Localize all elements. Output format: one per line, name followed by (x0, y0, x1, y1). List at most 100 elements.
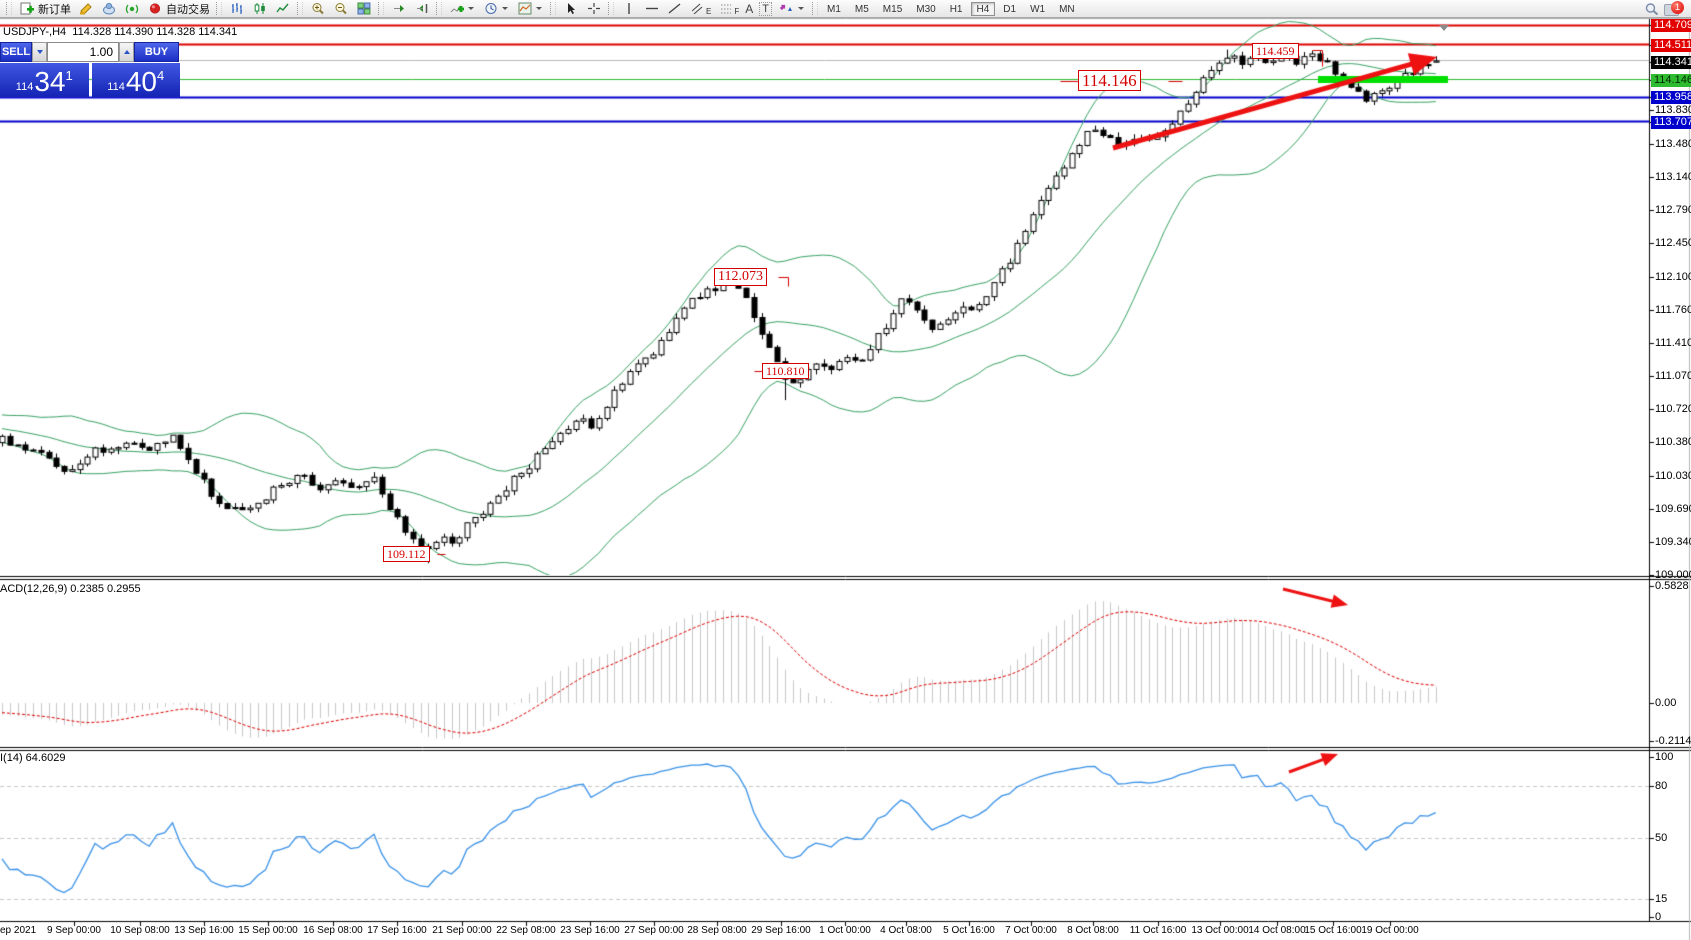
date-axis-label[interactable]: 14 Oct 08:00 (1248, 925, 1306, 936)
arrows-caret-icon (797, 7, 804, 10)
cursor-tool-button[interactable] (559, 1, 582, 17)
spinner-up-icon (123, 50, 130, 54)
auto-scroll-button[interactable] (387, 1, 410, 17)
zoom-out-button[interactable] (329, 1, 352, 17)
zoom-in-icon (309, 1, 326, 16)
price-callout-114.146[interactable]: 114.146 (1078, 70, 1141, 91)
bar-chart-button[interactable] (225, 1, 248, 17)
toolbar-gripper[interactable] (436, 2, 442, 15)
timeframe-m5-button[interactable]: M5 (849, 2, 875, 16)
date-axis-label[interactable]: 27 Sep 00:00 (624, 925, 684, 936)
market-watch-button[interactable] (97, 1, 120, 17)
text-label-tool-button[interactable]: T (756, 1, 775, 17)
date-axis-label[interactable]: 5 Oct 16:00 (943, 925, 995, 936)
timeframe-m15-button[interactable]: M15 (877, 2, 908, 16)
date-axis-label[interactable]: 10 Sep 08:00 (110, 925, 170, 936)
volume-decrease-button[interactable] (32, 42, 47, 62)
toolbar-gripper[interactable] (6, 2, 12, 15)
autotrading-label: 自动交易 (166, 3, 210, 16)
line-chart-button[interactable] (271, 1, 294, 17)
price-axis-tick-label: 109.690 (1655, 503, 1691, 515)
date-axis-label[interactable]: 15 Sep 00:00 (238, 925, 298, 936)
vertical-line-tool-button[interactable] (617, 1, 640, 17)
chart-shift-button[interactable] (410, 1, 433, 17)
tile-windows-button[interactable] (352, 1, 375, 17)
volume-input[interactable] (47, 42, 119, 62)
periods-button[interactable] (479, 1, 513, 17)
rsi-axis-tick-label: 50 (1655, 832, 1668, 844)
buy-price-tile[interactable]: 114 40 4 (91, 63, 180, 97)
notifications-button[interactable]: 1 (1664, 1, 1684, 16)
date-axis-label[interactable]: 7 Oct 00:00 (1005, 925, 1057, 936)
sell-price-tile[interactable]: 114 34 1 (0, 63, 89, 97)
price-callout-114.459[interactable]: 114.459 (1252, 43, 1299, 59)
date-axis-label[interactable]: 15 Oct 16:00 (1304, 925, 1362, 936)
candlestick-chart-button[interactable] (248, 1, 271, 17)
rsi-indicator-label: I(14) 64.6029 (0, 752, 66, 764)
timeframe-m1-button[interactable]: M1 (821, 2, 847, 16)
horizontal-line-tool-button[interactable] (640, 1, 663, 17)
date-axis-label[interactable]: 23 Sep 16:00 (560, 925, 620, 936)
price-axis-tick-label: 112.450 (1655, 237, 1691, 249)
text-tool-button[interactable]: A (742, 1, 756, 17)
fibonacci-tool-button[interactable]: F (714, 1, 742, 17)
buy-button[interactable]: BUY (134, 42, 179, 62)
styler-button[interactable] (74, 1, 97, 17)
timeframe-mn-button[interactable]: MN (1053, 2, 1081, 16)
ohlc-readout: USDJPY-,H4 114.328 114.390 114.328 114.3… (3, 26, 238, 38)
price-callout-112.073[interactable]: 112.073 (714, 268, 767, 286)
date-axis-label[interactable]: 29 Sep 16:00 (751, 925, 811, 936)
timeframe-h1-button[interactable]: H1 (944, 2, 969, 16)
new-order-label: 新订单 (38, 3, 71, 16)
search-icon[interactable] (1643, 1, 1660, 16)
price-axis-tick-label: 110.030 (1655, 470, 1691, 482)
date-axis-label[interactable]: 28 Sep 08:00 (687, 925, 747, 936)
date-axis-label[interactable]: 22 Sep 08:00 (496, 925, 556, 936)
date-axis-label[interactable]: 4 Oct 08:00 (880, 925, 932, 936)
toolbar-gripper[interactable] (297, 2, 303, 15)
toolbar-gripper[interactable] (550, 2, 556, 15)
crosshair-icon (585, 1, 602, 16)
timeframe-m30-button[interactable]: M30 (910, 2, 941, 16)
text-label-glyph: T (759, 1, 772, 16)
price-callout-110.810[interactable]: 110.810 (762, 363, 809, 379)
toolbar-gripper[interactable] (608, 2, 614, 15)
zoom-in-button[interactable] (306, 1, 329, 17)
date-axis-label[interactable]: 17 Sep 16:00 (367, 925, 427, 936)
arrows-tool-button[interactable] (775, 1, 809, 17)
timeframe-w1-button[interactable]: W1 (1024, 2, 1051, 16)
date-axis-label[interactable]: 13 Oct 00:00 (1191, 925, 1249, 936)
templates-button[interactable] (513, 1, 547, 17)
date-axis-label[interactable]: ep 2021 (0, 925, 37, 936)
new-order-button[interactable]: 新订单 (15, 1, 74, 17)
date-axis-label[interactable]: 21 Sep 00:00 (432, 925, 492, 936)
date-axis-label[interactable]: 8 Oct 08:00 (1067, 925, 1119, 936)
price-callout-109.112[interactable]: 109.112 (383, 546, 430, 562)
market-watch-icon (100, 1, 117, 16)
equidistant-channel-tool-button[interactable]: E (686, 1, 714, 17)
trendline-tool-button[interactable] (663, 1, 686, 17)
buy-price-prefix: 114 (107, 81, 125, 93)
date-axis-label[interactable]: 11 Oct 16:00 (1129, 925, 1187, 936)
indicators-button[interactable] (445, 1, 479, 17)
sell-button[interactable]: SELL (0, 42, 32, 62)
date-axis-label[interactable]: 19 Oct 00:00 (1361, 925, 1419, 936)
timeframe-d1-button[interactable]: D1 (997, 2, 1022, 16)
sell-price-prefix: 114 (15, 81, 34, 93)
signal-button[interactable] (120, 1, 143, 17)
date-axis-label[interactable]: 1 Oct 00:00 (819, 925, 871, 936)
crosshair-tool-button[interactable] (582, 1, 605, 17)
date-axis-label[interactable]: 9 Sep 00:00 (47, 925, 101, 936)
volume-increase-button[interactable] (119, 42, 134, 62)
chart-shift-marker-icon[interactable] (1439, 25, 1449, 31)
new-order-icon (18, 1, 35, 16)
toolbar-gripper[interactable] (811, 2, 818, 15)
autotrading-button[interactable]: 自动交易 (143, 1, 213, 17)
timeframe-h4-button[interactable]: H4 (970, 1, 996, 16)
date-axis-label[interactable]: 16 Sep 08:00 (303, 925, 363, 936)
toolbar-gripper[interactable] (216, 2, 222, 15)
toolbar-gripper[interactable] (378, 2, 384, 15)
date-axis-label[interactable]: 13 Sep 16:00 (174, 925, 234, 936)
